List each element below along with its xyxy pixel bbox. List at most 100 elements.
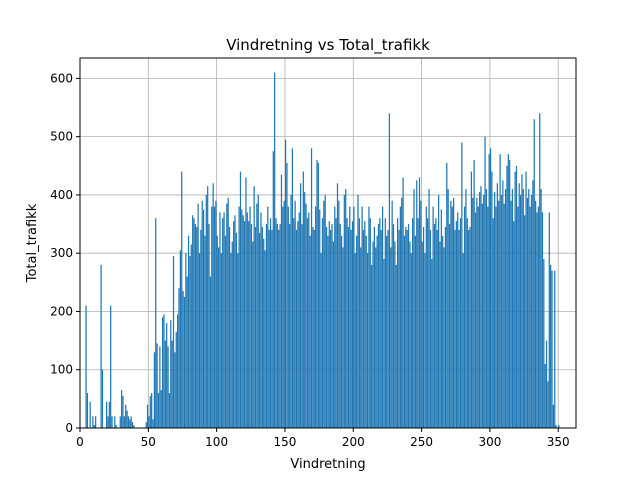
bar (407, 224, 410, 428)
bar (234, 215, 236, 428)
bar (539, 113, 541, 428)
bar (330, 229, 332, 428)
bar (544, 363, 546, 428)
bar (304, 192, 306, 428)
bar (342, 247, 344, 428)
bar (213, 206, 216, 428)
bar (276, 224, 278, 428)
bar (533, 119, 535, 429)
bar (183, 296, 186, 428)
bar (297, 221, 299, 428)
bar (201, 200, 203, 428)
bar (388, 113, 391, 428)
bar (413, 189, 415, 428)
bar (283, 200, 285, 428)
bar (502, 180, 504, 428)
bar (510, 200, 512, 428)
bar (174, 352, 176, 428)
bar (316, 159, 318, 428)
bar (403, 235, 406, 428)
bar (391, 200, 393, 428)
bar (507, 154, 509, 428)
x-tick-label: 0 (76, 435, 84, 449)
bar (328, 221, 330, 428)
bar (177, 314, 179, 428)
bar (310, 148, 313, 428)
bar (239, 171, 242, 428)
bar (110, 305, 112, 428)
bar (202, 209, 205, 428)
bar (463, 206, 466, 428)
bar (242, 215, 244, 428)
bar (309, 235, 311, 428)
bar (511, 189, 514, 428)
bar (317, 162, 319, 428)
bar (92, 416, 94, 428)
bar (263, 238, 265, 428)
bar (243, 221, 246, 428)
bar (153, 352, 156, 428)
bar (384, 218, 386, 428)
bar (375, 247, 377, 428)
bar (390, 247, 392, 428)
bar (181, 171, 183, 428)
bar (133, 425, 135, 428)
bar (494, 192, 496, 428)
bar (256, 203, 258, 428)
bar (190, 244, 192, 428)
bar (465, 189, 467, 428)
y-tick-label: 100 (50, 363, 73, 377)
bar (489, 148, 492, 428)
bar (313, 229, 315, 428)
bar (518, 183, 520, 428)
bar (170, 320, 172, 428)
bar (405, 226, 407, 428)
bar (275, 218, 277, 428)
bar (248, 221, 250, 428)
bar (228, 226, 231, 428)
bar (159, 346, 161, 428)
bar (340, 235, 343, 428)
bar (504, 189, 507, 428)
bar (187, 235, 190, 428)
bar (383, 259, 385, 428)
bar (149, 395, 151, 428)
bar (480, 186, 482, 428)
bar (231, 241, 233, 428)
bar (282, 206, 284, 428)
bar (122, 395, 124, 428)
bar (477, 206, 479, 428)
bar (156, 343, 158, 428)
bar (410, 253, 412, 428)
bar (219, 212, 221, 428)
bar (361, 206, 363, 428)
bar (301, 224, 303, 428)
bar (85, 305, 87, 428)
bar (321, 218, 324, 428)
bar (260, 212, 262, 428)
bar (372, 241, 374, 428)
bar (115, 425, 117, 428)
bar (528, 189, 530, 428)
bar (308, 212, 310, 428)
bar (537, 206, 539, 428)
bar (320, 253, 322, 428)
bar (125, 404, 127, 428)
bar (377, 224, 380, 428)
bar (381, 206, 384, 428)
bar (193, 218, 195, 428)
bar (111, 416, 113, 428)
bar (241, 209, 243, 428)
bar (327, 235, 329, 428)
x-tick-label: 300 (478, 435, 501, 449)
bar (440, 209, 442, 428)
bar (271, 229, 273, 428)
bar (265, 224, 268, 428)
bar (526, 197, 529, 428)
bar (550, 264, 552, 428)
bar (207, 186, 209, 428)
bar (279, 224, 281, 428)
bar (332, 241, 335, 428)
bar (324, 194, 326, 428)
bar (252, 241, 254, 428)
